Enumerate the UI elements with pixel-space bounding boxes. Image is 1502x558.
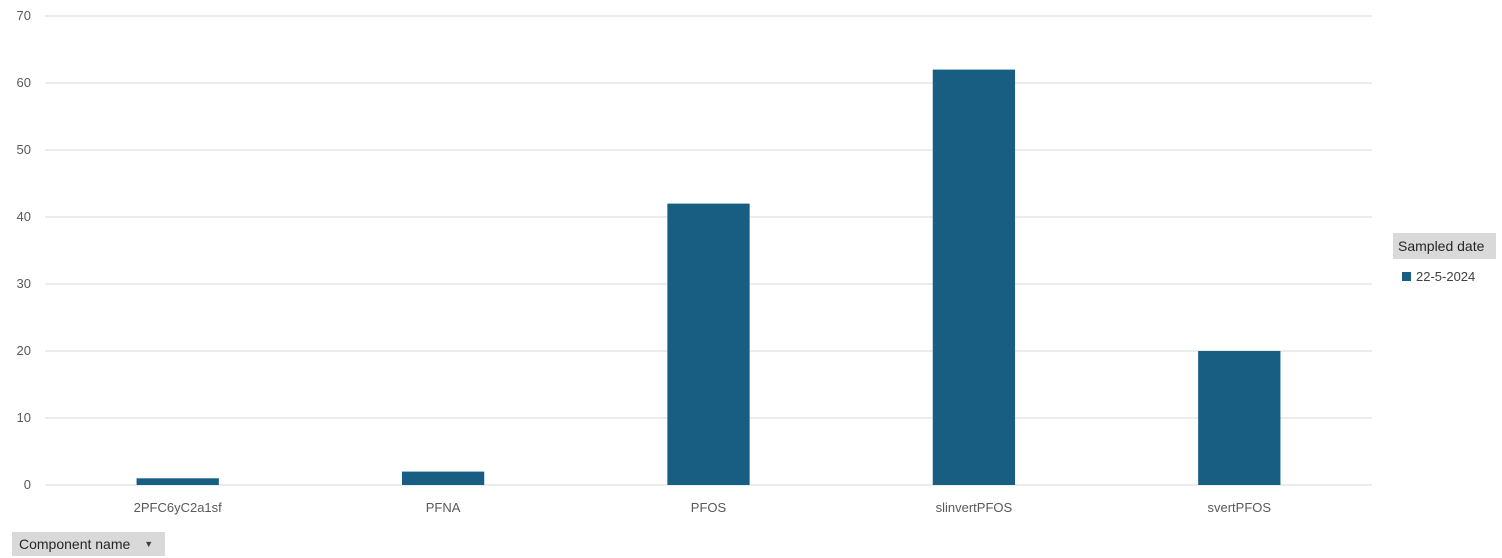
x-tick-label: PFOS bbox=[691, 500, 727, 515]
bar-2PFC6yC2a1sf[interactable] bbox=[136, 478, 219, 485]
x-tick-label: svertPFOS bbox=[1208, 500, 1272, 515]
bar-PFOS[interactable] bbox=[667, 203, 750, 485]
y-tick-label: 0 bbox=[24, 477, 31, 492]
bars bbox=[136, 69, 1281, 485]
legend-item: 22-5-2024 bbox=[1402, 266, 1475, 286]
legend-swatch bbox=[1402, 271, 1411, 281]
legend-title[interactable]: Sampled date bbox=[1393, 233, 1496, 259]
field-button-label: Component name bbox=[19, 536, 131, 552]
x-tick-label: PFNA bbox=[426, 500, 461, 515]
y-tick-label: 40 bbox=[17, 209, 31, 224]
y-tick-label: 60 bbox=[17, 75, 31, 90]
bar-chart: 0 10 20 30 40 50 60 70 2PFC6yC2a1sf PFNA PFOS slin… bbox=[17, 8, 1372, 515]
bar-svertPFOS[interactable] bbox=[1198, 351, 1281, 485]
bar-slinvertPFOS[interactable] bbox=[932, 69, 1016, 485]
y-axis-ticks: 0 10 20 30 40 50 60 70 bbox=[17, 8, 31, 492]
legend-item-label: 22-5-2024 bbox=[1416, 268, 1476, 284]
bar-PFNA[interactable] bbox=[401, 471, 485, 485]
dropdown-arrow-icon[interactable]: ▼ bbox=[144, 539, 154, 549]
x-tick-label: 2PFC6yC2a1sf bbox=[134, 500, 223, 515]
component-name-field-button[interactable]: Component name ▼ bbox=[12, 532, 165, 556]
x-tick-label: slinvertPFOS bbox=[936, 500, 1013, 515]
y-tick-label: 10 bbox=[17, 410, 31, 425]
y-tick-label: 30 bbox=[17, 276, 31, 291]
y-tick-label: 20 bbox=[17, 343, 31, 358]
y-tick-label: 50 bbox=[17, 142, 31, 157]
x-axis-labels: 2PFC6yC2a1sf PFNA PFOS slinvertPFOS svertPFO… bbox=[134, 500, 1272, 515]
y-tick-label: 70 bbox=[17, 8, 31, 23]
